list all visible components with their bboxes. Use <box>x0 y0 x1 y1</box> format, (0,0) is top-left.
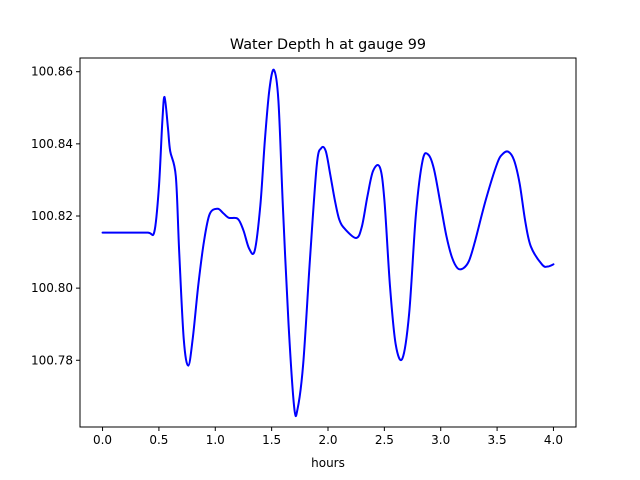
x-tick-label: 1.5 <box>262 433 281 447</box>
series-line <box>101 68 555 418</box>
y-tick-label: 100.82 <box>31 209 73 223</box>
y-tick-label: 100.84 <box>31 137 73 151</box>
y-tick-label: 100.80 <box>31 281 73 295</box>
x-tick-label: 4.0 <box>544 433 563 447</box>
x-axis-label: hours <box>311 456 345 470</box>
x-tick-label: 3.5 <box>488 433 507 447</box>
chart-title: Water Depth h at gauge 99 <box>230 37 426 53</box>
x-axis-ticks: 0.0 0.5 1.0 1.5 2.0 2.5 3.0 3.5 4.0 <box>93 427 563 447</box>
y-tick-label: 100.78 <box>31 353 73 367</box>
x-tick-label: 0.0 <box>93 433 112 447</box>
x-tick-label: 0.5 <box>149 433 168 447</box>
plot-frame <box>79 57 577 428</box>
y-tick-label: 100.86 <box>31 65 73 79</box>
x-tick-label: 1.0 <box>206 433 225 447</box>
x-tick-label: 3.0 <box>431 433 450 447</box>
x-tick-label: 2.5 <box>375 433 394 447</box>
x-tick-label: 2.0 <box>318 433 337 447</box>
y-axis-ticks: 100.78 100.80 100.82 100.84 100.86 <box>31 65 80 367</box>
